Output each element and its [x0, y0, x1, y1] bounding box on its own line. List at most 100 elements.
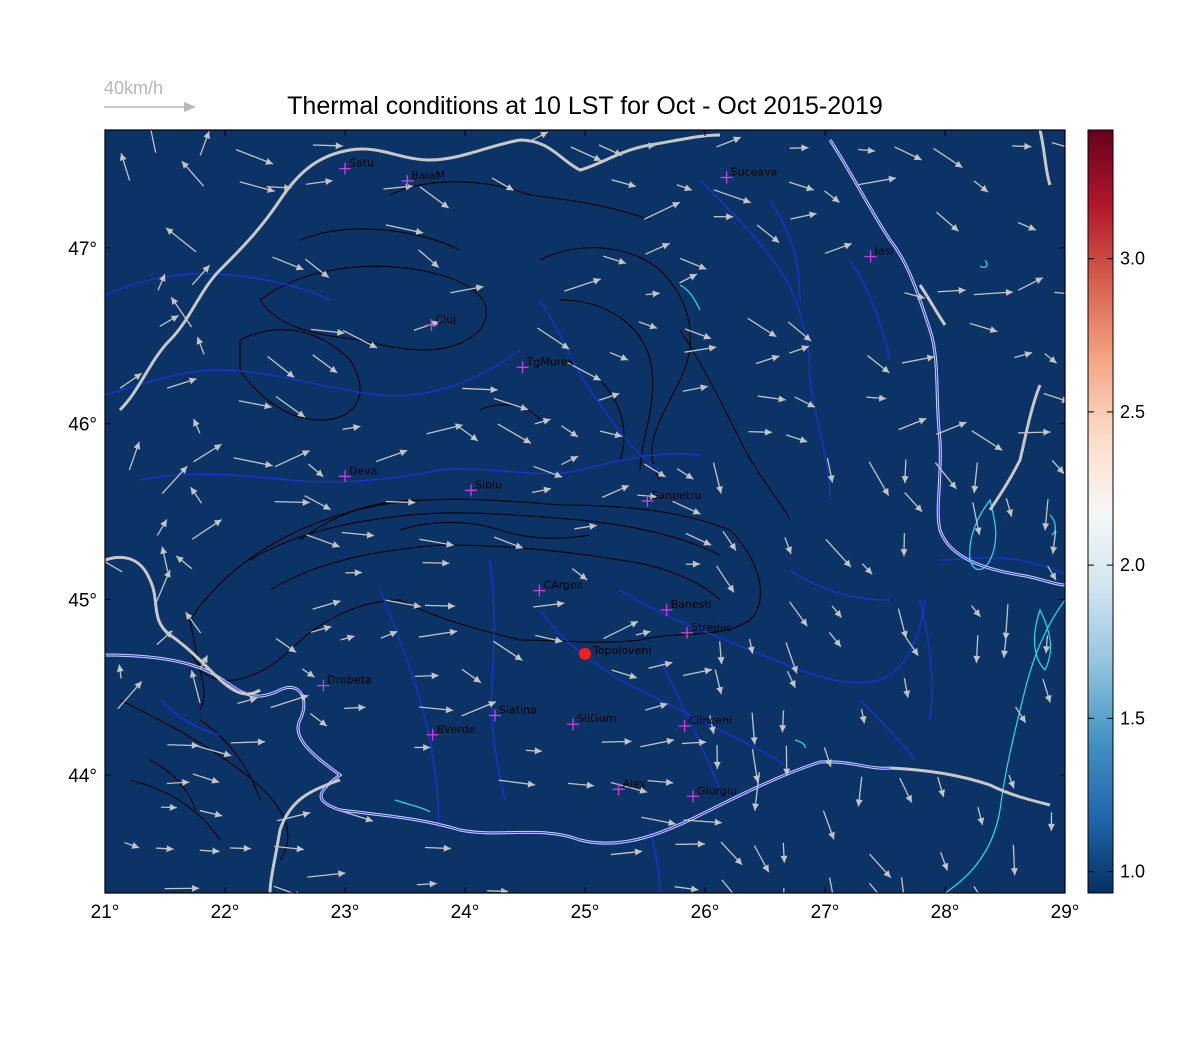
wind-arrow	[712, 462, 723, 494]
wind-arrow	[973, 635, 981, 663]
wind-arrow	[676, 184, 693, 192]
wind-arrow	[199, 655, 209, 670]
wind-arrow	[340, 634, 355, 642]
wind-arrow	[124, 841, 140, 849]
wind-arrow	[192, 418, 201, 434]
wind-arrow	[934, 462, 957, 490]
wind-arrow	[603, 255, 627, 265]
station-marker: TgMures	[516, 355, 574, 374]
danube-border	[105, 139, 1065, 845]
wind-arrow	[105, 561, 123, 573]
lon-tick-label: 27°	[811, 902, 840, 923]
wind-arrow	[869, 853, 892, 879]
wind-arrow	[823, 747, 832, 768]
wind-arrow	[425, 844, 451, 852]
lat-tick-label: 44°	[68, 766, 97, 787]
wind-arrow	[419, 706, 454, 714]
wind-arrow	[937, 287, 966, 295]
wind-arrow	[237, 696, 258, 704]
colorbar-tick-label: 2.0	[1120, 555, 1145, 575]
wind-arrow	[894, 146, 922, 161]
wind-arrow	[308, 463, 324, 478]
wind-arrow	[128, 441, 141, 471]
lon-tick-label: 29°	[1051, 902, 1080, 923]
wind-arrow	[750, 712, 758, 745]
wind-arrow	[344, 704, 366, 712]
wind-arrow	[493, 397, 529, 411]
wind-arrow	[676, 468, 694, 480]
wind-arrow	[900, 532, 908, 557]
station-marker: Clinceni	[678, 714, 732, 732]
colorbar-tick-label: 3.0	[1120, 249, 1145, 269]
wind-arrow	[899, 777, 913, 803]
wind-arrow	[869, 882, 879, 893]
wind-arrow	[276, 810, 311, 822]
wind-arrow	[787, 321, 812, 342]
wind-arrow	[119, 372, 143, 389]
wind-arrow	[414, 743, 431, 751]
wind-arrow	[424, 602, 456, 610]
wind-arrow	[341, 531, 375, 539]
wind-arrow	[230, 738, 265, 746]
wind-arrow	[679, 273, 698, 284]
wind-arrow	[861, 563, 873, 575]
wind-arrow	[611, 179, 637, 188]
wind-arrow	[638, 321, 658, 330]
wind-arrow	[190, 486, 203, 504]
wind-arrow	[199, 131, 210, 156]
lon-tick-label: 25°	[571, 902, 600, 923]
wind-arrow	[194, 744, 232, 758]
wind-arrow	[684, 328, 712, 340]
wind-arrow	[165, 227, 197, 253]
station-marker: Iasi	[864, 245, 893, 263]
station-label: Cluj	[435, 313, 456, 326]
wind-arrow	[599, 430, 623, 439]
wind-arrow	[275, 395, 306, 418]
wind-arrow	[824, 190, 840, 203]
wind-arrow	[900, 877, 905, 893]
wind-reference-arrow-icon	[104, 102, 196, 112]
wind-arrow	[267, 355, 295, 379]
lat-tick-label: 45°	[68, 590, 97, 611]
station-marker: Strejnic	[681, 621, 732, 639]
wind-arrow	[780, 842, 788, 863]
wind-arrow	[380, 630, 398, 639]
wind-arrow	[866, 394, 887, 402]
lon-tick-label: 26°	[691, 902, 720, 923]
wind-arrow	[416, 880, 437, 888]
wind-arrow	[828, 877, 834, 893]
station-marker: SilGum	[567, 712, 616, 731]
wind-arrow	[341, 810, 374, 823]
wind-arrow	[601, 738, 632, 746]
wind-arrow	[199, 847, 220, 855]
wind-arrow	[161, 465, 188, 494]
station-marker: Sibiu	[465, 478, 502, 497]
wind-arrow	[181, 160, 205, 187]
wind-arrow	[643, 201, 681, 220]
highlight-marker-icon	[579, 647, 591, 660]
lon-tick-label: 23°	[331, 902, 360, 923]
wind-arrow	[375, 449, 408, 463]
wind-arrow	[641, 816, 676, 827]
wind-arrow	[498, 779, 536, 788]
wind-arrow	[567, 362, 602, 381]
highlight-station: Topoloveni	[579, 644, 651, 660]
wind-arrow	[275, 638, 297, 653]
axis-ticks	[104, 130, 1066, 893]
wind-arrow	[414, 672, 439, 680]
wind-arrow	[1008, 774, 1015, 789]
wind-arrow	[786, 670, 796, 689]
wind-arrow	[461, 668, 482, 684]
wind-arrow	[1013, 351, 1033, 359]
wind-arrow	[419, 186, 450, 209]
wind-arrow	[1050, 530, 1058, 555]
wind-arrow	[635, 629, 651, 637]
wind-arrow	[1015, 706, 1027, 724]
wind-arrow	[794, 396, 816, 408]
wind-arrow	[971, 462, 979, 494]
wind-arrow	[685, 560, 700, 568]
wind-arrow	[757, 395, 786, 403]
wind-arrow	[492, 640, 523, 661]
wind-arrow	[527, 131, 549, 143]
wind-arrow	[266, 184, 292, 192]
